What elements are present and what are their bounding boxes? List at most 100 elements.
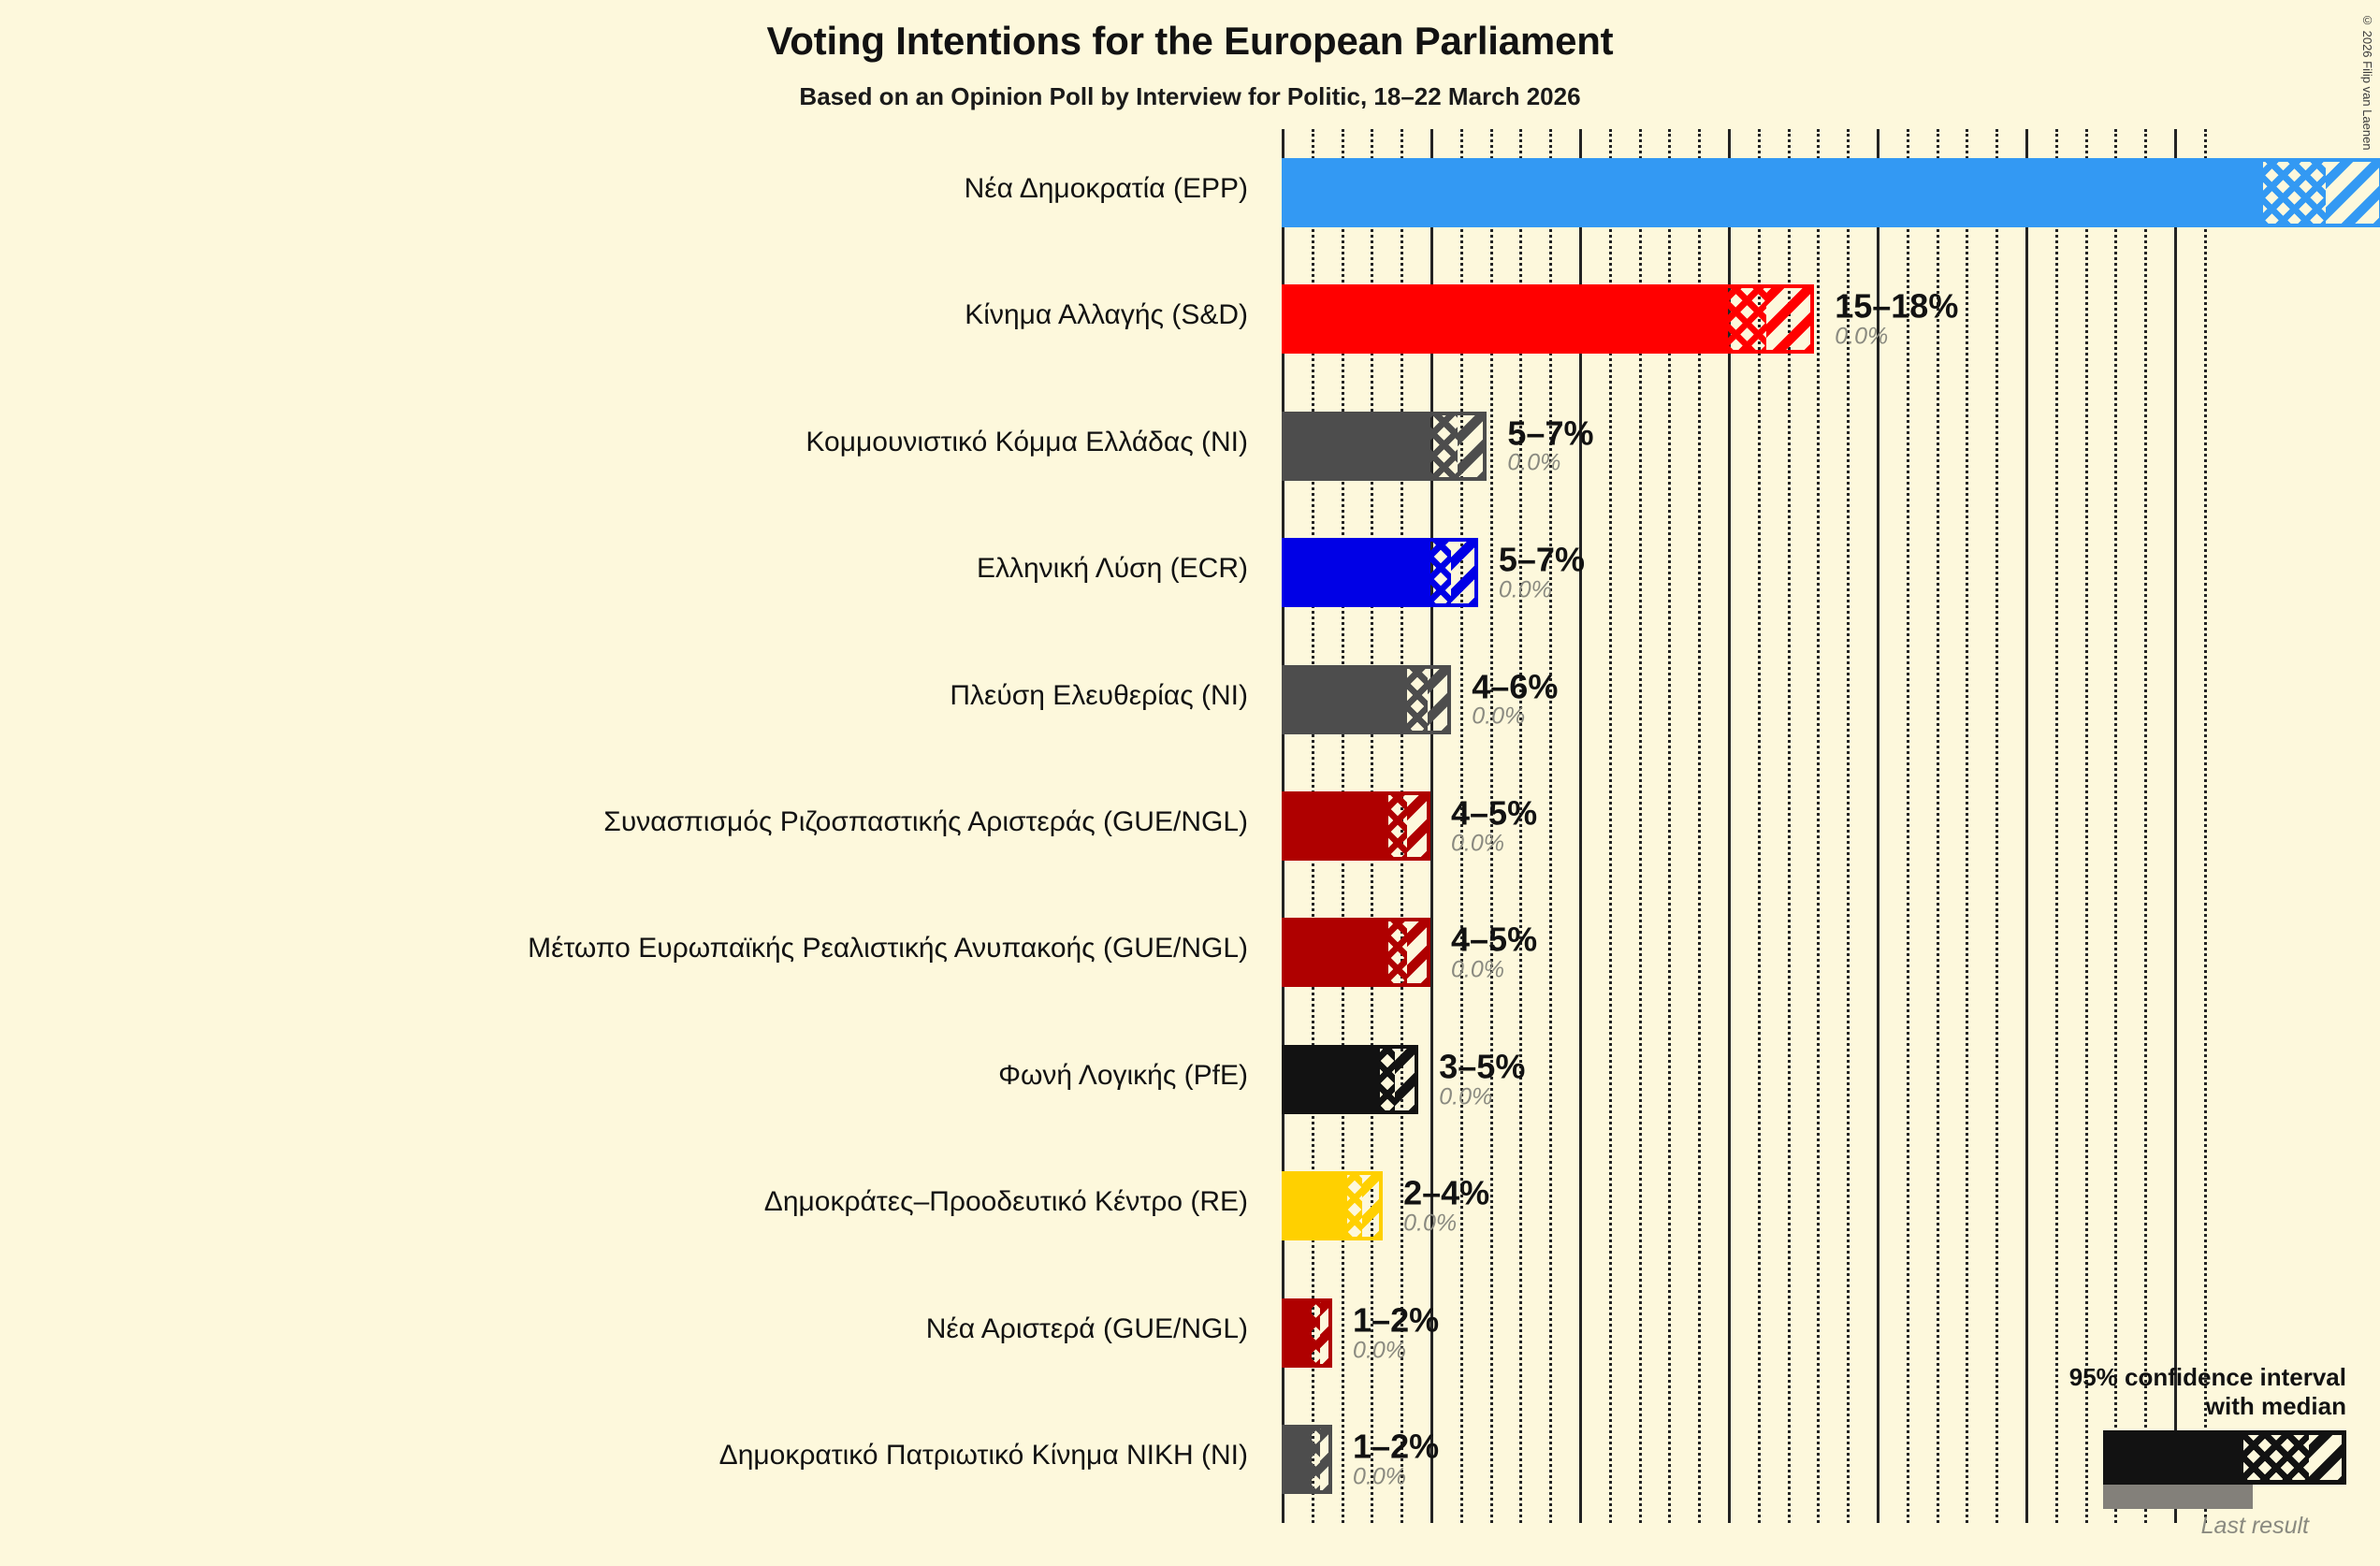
legend-sample-bar bbox=[2103, 1430, 2346, 1485]
bar-segment-crosshatch bbox=[1430, 538, 1452, 608]
bar-row: 33–37%0.0% bbox=[1282, 157, 2380, 227]
legend-segment-crosshatch bbox=[2243, 1430, 2309, 1485]
confidence-interval-bar bbox=[1282, 538, 1478, 608]
party-label: Δημοκράτες–Προοδευτικό Κέντρο (RE) bbox=[763, 1186, 1248, 1218]
bar-segment-crosshatch bbox=[1379, 1044, 1395, 1114]
legend-line-1: 95% confidence interval bbox=[2068, 1362, 2346, 1391]
confidence-interval-bar bbox=[1282, 411, 1488, 481]
value-block: 5–7% 0.0% bbox=[1499, 542, 1585, 602]
party-label: Μέτωπο Ευρωπαϊκής Ρεαλιστικής Ανυπακοής … bbox=[528, 933, 1248, 964]
gridline-minor-19 bbox=[1847, 129, 1850, 1523]
value-block: 2–4% 0.0% bbox=[1403, 1173, 1490, 1237]
value-block: 1–2% 0.0% bbox=[1353, 1428, 1439, 1490]
gridline-minor-16 bbox=[1757, 129, 1761, 1523]
bar-segment-crosshatch bbox=[1728, 284, 1767, 355]
last-result-value: 0.0% bbox=[1353, 1463, 1407, 1490]
bar-row: 5–7% 0.0% bbox=[1282, 538, 2380, 608]
copyright-notice: © 2026 Filip van Laenen bbox=[2360, 13, 2374, 151]
gridline-minor-21 bbox=[1906, 129, 1909, 1523]
legend-line-2: with median bbox=[2205, 1391, 2346, 1420]
bar-row: 3–5% 0.0% bbox=[1282, 1044, 2380, 1114]
gridline-major-30 bbox=[2174, 129, 2177, 1523]
bar-segment-solid bbox=[1282, 1044, 1380, 1114]
gridline-minor-11 bbox=[1608, 129, 1612, 1523]
confidence-interval-bar bbox=[1282, 157, 2380, 227]
bar-segment-crosshatch bbox=[2263, 157, 2327, 227]
bar-segment-solid bbox=[1282, 538, 1430, 608]
party-label: Κομμουνιστικό Κόμμα Ελλάδας (NI) bbox=[805, 426, 1248, 457]
value-block: 4–6% 0.0% bbox=[1472, 669, 1558, 730]
bar-row: 1–2% 0.0% bbox=[1282, 1298, 2380, 1368]
value-block: 4–5% 0.0% bbox=[1451, 795, 1537, 856]
bar-segment-solid bbox=[1282, 791, 1389, 861]
last-result-value: 0.0% bbox=[1498, 576, 1552, 603]
bar-segment-crosshatch bbox=[1388, 918, 1407, 988]
bar-segment-diagonal bbox=[1427, 664, 1452, 734]
last-result-value: 0.0% bbox=[1403, 1210, 1458, 1237]
bar-segment-crosshatch bbox=[1406, 664, 1428, 734]
value-block: 1–2% 0.0% bbox=[1353, 1302, 1439, 1363]
value-block: 3–5% 0.0% bbox=[1439, 1049, 1525, 1109]
bar-segment-solid bbox=[1282, 918, 1389, 988]
bar-outline bbox=[1282, 1044, 1419, 1114]
confidence-interval-bar bbox=[1282, 791, 1430, 861]
value-range-label: 2–4% bbox=[1403, 1173, 1490, 1212]
bar-segment-solid bbox=[1282, 1425, 1312, 1495]
gridline-minor-17 bbox=[1787, 129, 1791, 1523]
gridline-minor-23 bbox=[1966, 129, 1969, 1523]
bar-segment-crosshatch bbox=[1311, 1425, 1321, 1495]
bar-row: 15–18% 0.0% bbox=[1282, 284, 2380, 355]
bar-outline bbox=[1282, 1171, 1384, 1241]
bar-row: 4–5% 0.0% bbox=[1282, 791, 2380, 861]
party-label: Δημοκρατικό Πατριωτικό Κίνημα ΝΙΚΗ (NI) bbox=[718, 1440, 1248, 1472]
last-result-value: 0.0% bbox=[1451, 830, 1504, 857]
bar-segment-diagonal bbox=[1361, 1171, 1384, 1241]
gridline-minor-13 bbox=[1668, 129, 1672, 1523]
bar-outline bbox=[1282, 791, 1430, 861]
bar-segment-solid bbox=[1282, 1298, 1312, 1368]
bar-outline bbox=[1282, 538, 1478, 608]
gridline-minor-9 bbox=[1549, 129, 1553, 1523]
chart-subtitle: Based on an Opinion Poll by Interview fo… bbox=[799, 82, 1581, 110]
last-result-value: 0.0% bbox=[1472, 703, 1526, 730]
gridline-minor-29 bbox=[2144, 129, 2148, 1523]
bar-outline bbox=[1282, 918, 1430, 988]
bar-segment-crosshatch bbox=[1346, 1171, 1362, 1241]
confidence-interval-bar bbox=[1282, 1298, 1333, 1368]
value-range-label: 5–7% bbox=[1507, 413, 1594, 452]
gridline-minor-7 bbox=[1489, 129, 1493, 1523]
confidence-interval-bar bbox=[1282, 284, 1815, 355]
party-label: Νέα Αριστερά (GUE/NGL) bbox=[925, 1312, 1248, 1344]
bar-row: 4–6% 0.0% bbox=[1282, 664, 2380, 734]
bar-segment-crosshatch bbox=[1388, 791, 1407, 861]
bar-segment-diagonal bbox=[2326, 157, 2380, 227]
legend: 95% confidence interval with median Last… bbox=[1953, 1363, 2346, 1540]
gridline-major-15 bbox=[1728, 129, 1731, 1523]
gridline-minor-8 bbox=[1519, 129, 1523, 1523]
bar-outline bbox=[1282, 284, 1815, 355]
party-label: Συνασπισμός Ριζοσπαστικής Αριστεράς (GUE… bbox=[603, 806, 1248, 837]
legend-last-result-label: Last result bbox=[2200, 1513, 2309, 1539]
bar-segment-solid bbox=[1282, 411, 1430, 481]
bar-outline bbox=[1282, 664, 1452, 734]
value-range-label: 1–2% bbox=[1353, 1300, 1440, 1340]
confidence-interval-bar bbox=[1282, 664, 1452, 734]
bar-segment-solid bbox=[1282, 284, 1728, 355]
gridline-minor-27 bbox=[2084, 129, 2088, 1523]
gridline-minor-24 bbox=[1995, 129, 1999, 1523]
gridline-minor-22 bbox=[1936, 129, 1939, 1523]
party-label: Nέα Δημοκρατία (EPP) bbox=[964, 172, 1248, 204]
bar-segment-crosshatch bbox=[1430, 411, 1458, 481]
bar-segment-diagonal bbox=[1406, 791, 1430, 861]
legend-segment-solid bbox=[2103, 1430, 2243, 1485]
legend-title: 95% confidence interval with median bbox=[1953, 1363, 2346, 1421]
gridline-major-10 bbox=[1579, 129, 1582, 1523]
confidence-interval-bar bbox=[1282, 918, 1430, 988]
plot-area: 33–37%0.0%15–18%0.0%5–7%0.0%5–7%0.0%4–6%… bbox=[1282, 129, 2380, 1523]
party-label: Ελληνική Λύση (ECR) bbox=[976, 553, 1248, 585]
gridline-minor-12 bbox=[1638, 129, 1642, 1523]
legend-last-result-bar bbox=[2103, 1485, 2253, 1509]
bar-outline bbox=[1282, 1298, 1333, 1368]
party-label: Πλεύση Ελευθερίας (NI) bbox=[950, 679, 1248, 711]
bar-segment-diagonal bbox=[1394, 1044, 1419, 1114]
